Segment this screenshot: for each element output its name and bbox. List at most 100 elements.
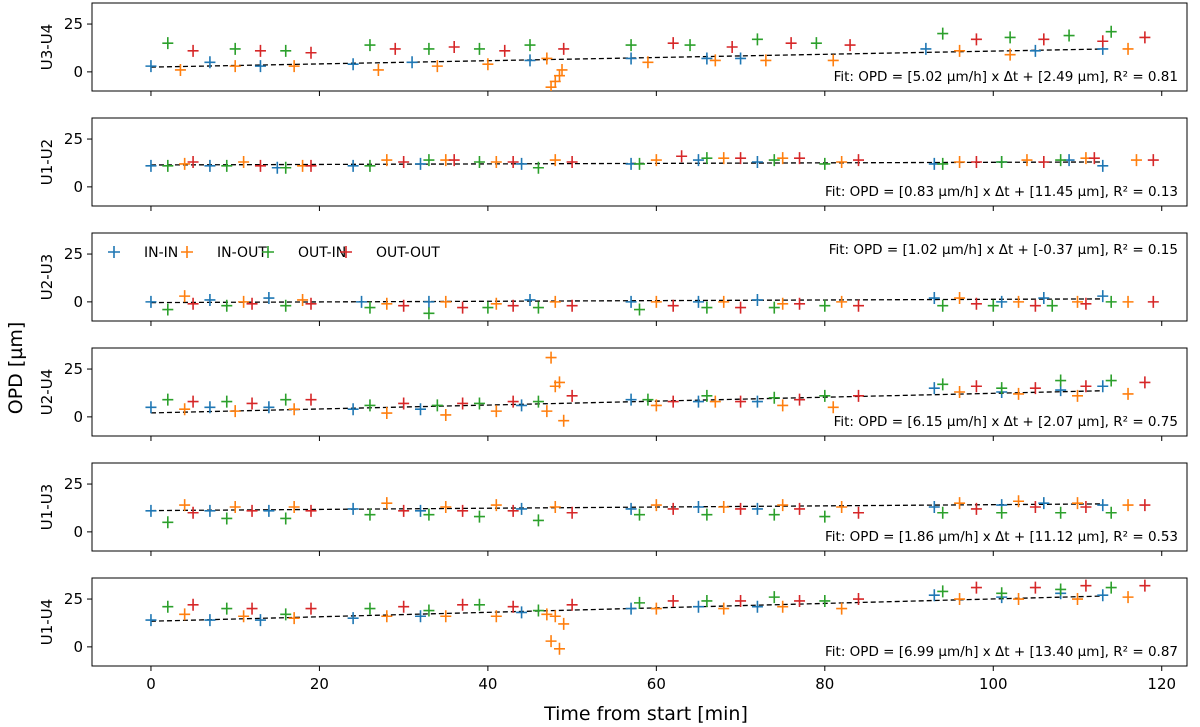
- data-point-out-in: [634, 157, 645, 170]
- fit-equation: Fit: OPD = [6.15 µm/h] x Δt + [2.07 µm],…: [834, 414, 1178, 430]
- data-point-in-in: [254, 614, 266, 627]
- legend-marker-out-in: [262, 246, 274, 258]
- data-point-out-in: [162, 393, 174, 406]
- data-point-out-in: [532, 161, 544, 174]
- data-point-out-out: [794, 502, 806, 515]
- data-point-out-in: [364, 301, 376, 314]
- data-point-out-in: [280, 299, 292, 312]
- data-point-in-in: [1038, 497, 1050, 510]
- fit-line: [150, 503, 1103, 512]
- data-point-in-in: [1097, 380, 1109, 393]
- data-point-in-out: [229, 405, 241, 418]
- data-point-out-out: [305, 393, 317, 406]
- data-point-in-out: [381, 297, 393, 310]
- x-tick-label: 0: [146, 675, 156, 693]
- data-point-out-in: [162, 516, 174, 529]
- data-point-out-out: [457, 504, 469, 517]
- data-point-in-out: [549, 501, 561, 513]
- data-point-out-out: [246, 397, 258, 410]
- data-point-in-out: [490, 610, 502, 623]
- data-point-out-out: [305, 46, 317, 59]
- data-point-out-in: [532, 514, 544, 527]
- data-point-out-out: [448, 154, 460, 167]
- data-point-out-in: [625, 39, 637, 52]
- data-point-out-out: [398, 156, 410, 168]
- y-axis-label: OPD [µm]: [5, 322, 27, 415]
- data-point-in-out: [642, 56, 654, 69]
- data-point-in-in: [254, 60, 266, 73]
- panel-u2-u3: 0 25 U2-U3 Fit: OPD = [1.02 µm/h] x Δt + [-…: [38, 232, 1188, 326]
- data-point-out-out: [794, 152, 806, 165]
- data-point-out-in: [819, 594, 831, 607]
- data-point-out-out: [970, 581, 982, 594]
- data-point-in-out: [650, 295, 662, 308]
- data-point-out-out: [448, 41, 460, 53]
- data-point-out-in: [423, 154, 435, 167]
- data-point-out-out: [853, 593, 864, 606]
- data-point-out-out: [398, 397, 410, 410]
- data-point-out-in: [819, 157, 831, 170]
- data-point-out-out: [1080, 297, 1092, 310]
- y-tick-label: 25: [64, 15, 83, 33]
- data-point-in-out: [1072, 389, 1083, 402]
- data-point-in-in: [145, 504, 157, 517]
- data-point-out-in: [473, 156, 485, 168]
- data-point-in-in: [625, 602, 637, 615]
- data-point-out-out: [187, 395, 199, 408]
- data-point-out-in: [1105, 374, 1117, 387]
- data-point-out-out: [1029, 581, 1041, 594]
- panel-frame: [91, 347, 1188, 437]
- data-point-in-out: [954, 593, 966, 606]
- panel-label: U1-U3: [38, 484, 56, 530]
- data-point-out-out: [254, 44, 266, 57]
- data-point-out-in: [768, 154, 780, 167]
- data-point-in-out: [545, 635, 557, 648]
- data-point-in-in: [406, 56, 418, 69]
- data-point-out-out: [398, 299, 410, 312]
- data-point-out-in: [473, 598, 485, 611]
- data-point-out-out: [305, 504, 317, 517]
- data-point-out-in: [701, 301, 713, 314]
- data-point-out-in: [280, 161, 292, 174]
- data-point-in-in: [751, 600, 763, 613]
- data-point-out-in: [937, 299, 949, 312]
- panels-group: 0 25 U3-U4 Fit: OPD = [5.02 µm/h] x Δt + [2…: [38, 2, 1188, 671]
- data-point-out-out: [398, 600, 410, 613]
- fit-equation: Fit: OPD = [0.83 µm/h] x Δt + [11.45 µm]…: [825, 184, 1178, 200]
- data-point-in-out: [553, 642, 565, 655]
- data-point-in-in: [701, 52, 713, 65]
- data-point-in-out: [827, 401, 839, 414]
- data-point-in-out: [836, 602, 848, 615]
- data-point-out-out: [735, 152, 747, 165]
- data-point-in-in: [692, 395, 704, 408]
- data-point-out-out: [457, 598, 469, 611]
- data-point-out-out: [305, 159, 317, 172]
- data-point-out-in: [221, 512, 233, 525]
- data-point-in-out: [1122, 387, 1134, 400]
- data-point-in-out: [827, 54, 839, 67]
- data-point-in-out: [1004, 48, 1016, 61]
- y-tick-label: 0: [73, 638, 83, 656]
- fit-equation: Fit: OPD = [1.86 µm/h] x Δt + [11.12 µm]…: [825, 529, 1178, 545]
- data-point-out-in: [423, 42, 435, 55]
- data-point-out-out: [457, 397, 469, 410]
- data-point-in-out: [1013, 495, 1025, 508]
- data-point-out-out: [1139, 376, 1151, 389]
- data-point-out-out: [187, 598, 199, 611]
- data-point-in-out: [288, 60, 300, 73]
- data-point-in-in: [204, 293, 216, 306]
- data-point-in-out: [558, 617, 570, 630]
- data-point-in-out: [709, 395, 721, 408]
- data-point-out-out: [667, 37, 679, 50]
- data-point-out-out: [389, 42, 401, 55]
- data-point-out-out: [785, 37, 797, 50]
- data-point-out-in: [701, 152, 713, 165]
- panel-label: U2-U4: [38, 369, 56, 415]
- data-point-out-out: [187, 297, 199, 310]
- data-point-in-out: [836, 295, 848, 308]
- data-point-in-in: [996, 295, 1008, 308]
- data-point-in-out: [541, 608, 553, 621]
- data-point-out-in: [473, 510, 485, 523]
- panel-frame: [91, 2, 1188, 92]
- data-point-in-out: [179, 157, 191, 170]
